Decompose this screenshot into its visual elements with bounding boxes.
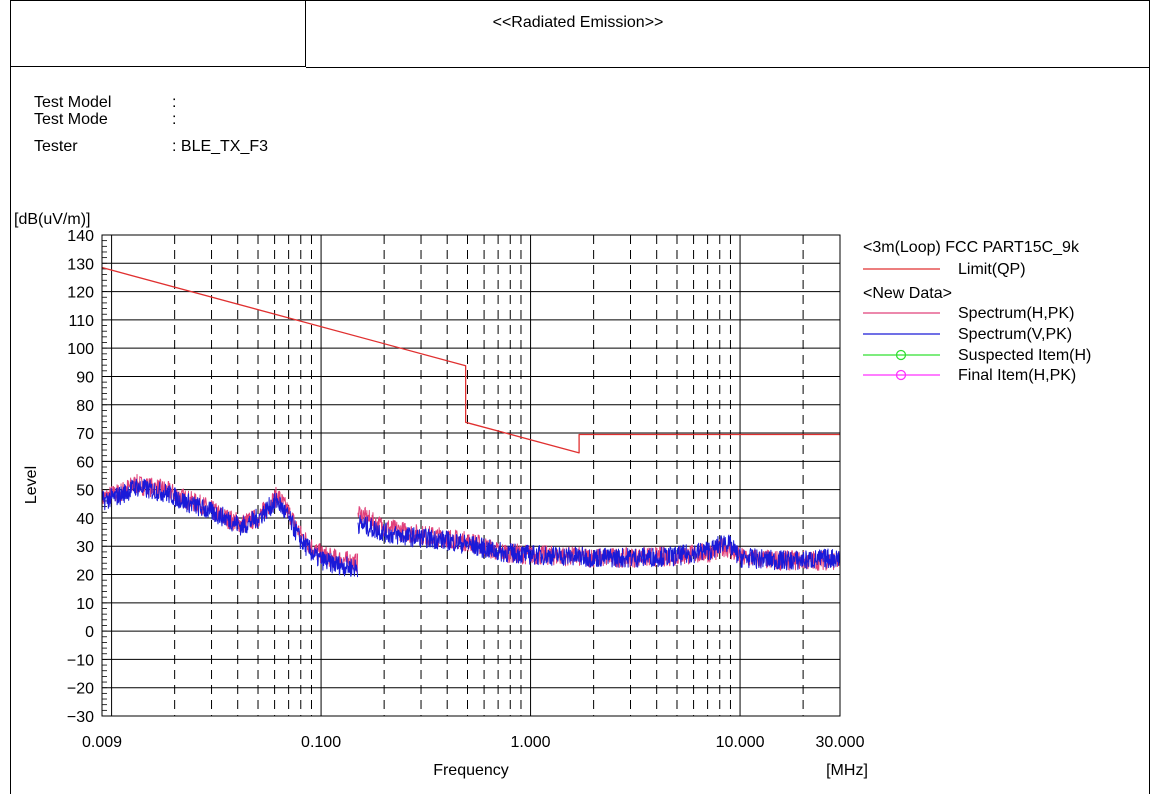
y-tick-label: 30 <box>76 539 94 556</box>
y-tick-label: 80 <box>76 398 94 415</box>
info-row-test-mode: Test Mode: <box>34 111 176 128</box>
y-tick-label: 130 <box>67 256 94 273</box>
legend-label: Final Item(H,PK) <box>958 367 1076 384</box>
info-label: Test Mode <box>34 111 108 128</box>
y-tick-label: −20 <box>67 681 94 698</box>
legend-header: <New Data> <box>863 285 952 302</box>
info-value: : <box>172 94 177 111</box>
legend-header: <3m(Loop) FCC PART15C_9k <box>863 239 1080 256</box>
y-tick-label: 60 <box>76 454 94 471</box>
series-spectrum-v <box>101 478 841 578</box>
y-tick-label: 110 <box>68 313 94 330</box>
report-title: <<Radiated Emission>> <box>492 14 664 31</box>
legend-label: Spectrum(V,PK) <box>958 326 1072 343</box>
y-tick-label: 10 <box>76 596 94 613</box>
legend-label: Limit(QP) <box>958 261 1026 278</box>
model-box <box>10 0 306 67</box>
tick-layer: 1401301201101009080706050403020100−10−20… <box>67 228 865 751</box>
info-row-tester: Tester : BLE_TX_F3 <box>34 138 268 155</box>
legend-marker-icon <box>895 349 907 361</box>
legend-marker-icon <box>895 369 907 381</box>
series-line <box>357 515 841 571</box>
info-label: Tester <box>34 138 78 155</box>
plot-frame <box>101 234 841 717</box>
header-divider <box>306 67 1150 68</box>
y-tick-label: 40 <box>76 511 94 528</box>
y-tick-label: 70 <box>76 426 94 443</box>
legend-label: Suspected Item(H) <box>958 347 1091 364</box>
y-tick-label: 0 <box>85 624 94 641</box>
series-line <box>101 478 359 578</box>
y-tick-label: 100 <box>67 341 94 358</box>
x-axis-unit: [MHz] <box>826 762 868 779</box>
info-row-test-model: Test Model: <box>34 94 176 111</box>
legend: <3m(Loop) FCC PART15C_9k Limit(QP) <New Da… <box>863 239 1091 384</box>
info-value: : BLE_TX_F3 <box>172 138 269 155</box>
y-tick-label: 20 <box>76 568 94 585</box>
x-axis-label: Frequency <box>433 762 509 779</box>
x-tick-label: 0.009 <box>82 734 122 751</box>
legend-label: Spectrum(H,PK) <box>958 305 1074 322</box>
y-tick-label: 140 <box>67 228 94 245</box>
x-tick-label: 10.000 <box>716 734 765 751</box>
y-tick-label: −30 <box>67 709 94 726</box>
y-axis-label: Level <box>23 466 40 504</box>
series-layer <box>101 266 841 578</box>
y-axis-unit: [dB(uV/m)] <box>14 211 90 228</box>
series-line <box>101 266 840 454</box>
report-frame <box>10 0 1150 794</box>
y-tick-label: −10 <box>67 652 94 669</box>
x-tick-label: 1.000 <box>511 734 551 751</box>
y-tick-label: 120 <box>67 285 94 302</box>
info-value: : <box>172 111 177 128</box>
info-label: Test Model <box>34 94 112 111</box>
series-limit <box>101 266 840 454</box>
x-tick-label: 0.100 <box>301 734 341 751</box>
report-top-border <box>10 0 1150 1</box>
y-tick-label: 90 <box>76 369 94 386</box>
x-tick-label: 30.000 <box>816 734 865 751</box>
grid-layer <box>101 234 841 717</box>
y-tick-label: 50 <box>76 483 94 500</box>
